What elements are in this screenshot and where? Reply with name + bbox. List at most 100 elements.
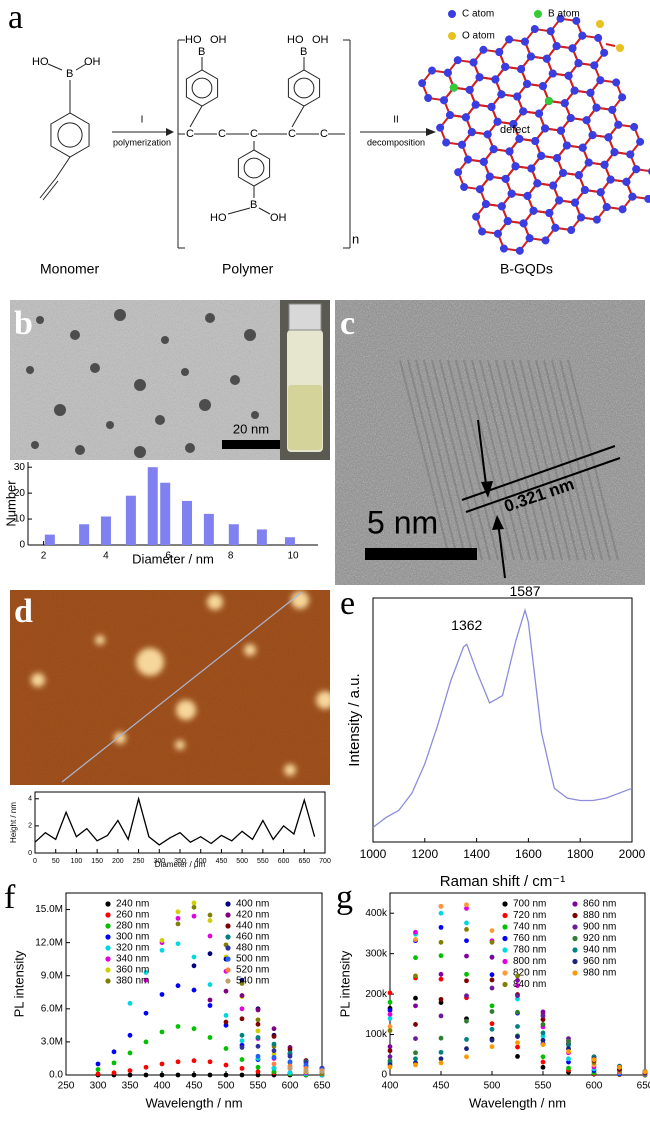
data-point (176, 909, 181, 914)
caption: B-GQDs (500, 261, 553, 277)
data-point (413, 930, 418, 935)
data-point (112, 1060, 117, 1065)
data-point (515, 1040, 520, 1045)
data-point (176, 1024, 181, 1029)
x-tick-label: 2 (41, 551, 47, 562)
step-label: II (393, 115, 399, 126)
data-point (160, 1062, 165, 1067)
data-point (272, 1062, 277, 1067)
x-tick-label: 450 (186, 1081, 203, 1092)
particle (75, 445, 85, 455)
data-point (413, 1036, 418, 1041)
page: B-GQDs figure {"panel_labels": ["a", "b"… (0, 0, 650, 1119)
data-point (515, 993, 520, 998)
particle (70, 330, 80, 340)
particle (230, 375, 240, 385)
particle (54, 404, 66, 416)
data-point (288, 1070, 293, 1075)
atom (459, 182, 469, 192)
data-point (240, 1016, 245, 1021)
afm-particle (316, 691, 334, 709)
legend-label: 900 nm (583, 922, 616, 933)
graphene-lattice: defect (414, 3, 650, 266)
data-point (256, 1044, 261, 1049)
x-tick-label: 10 (287, 551, 299, 562)
panel-label: a (8, 0, 23, 36)
o-atom (596, 20, 604, 28)
legend-marker (502, 959, 507, 964)
chem-label: n (352, 231, 359, 246)
bar (285, 537, 295, 545)
data-point (388, 990, 393, 995)
data-point (224, 1020, 229, 1025)
y-axis-title: Number (3, 480, 18, 527)
data-point (541, 1065, 546, 1070)
atom (593, 33, 603, 43)
data-point (112, 1049, 117, 1054)
panel-label: g (336, 879, 353, 916)
particle (244, 329, 256, 341)
particle (161, 336, 169, 344)
bond (228, 208, 250, 214)
data-point (490, 978, 495, 983)
data-point (240, 1073, 245, 1078)
data-point (464, 902, 469, 907)
panel-label: c (340, 305, 355, 342)
x-tick-label: 8 (228, 551, 234, 562)
data-point (413, 955, 418, 960)
x-tick-label: 50 (52, 858, 60, 865)
bond (48, 64, 62, 70)
data-point (192, 901, 197, 906)
particle (205, 313, 215, 323)
y-tick-label: 200k (365, 989, 388, 1000)
data-point (192, 963, 197, 968)
chem-label: C (250, 128, 258, 140)
afm-particle (207, 594, 223, 610)
atom (423, 93, 433, 103)
data-point (256, 1022, 261, 1027)
legend-label: 920 nm (583, 933, 616, 944)
data-point (490, 940, 495, 945)
data-point (256, 1017, 261, 1022)
x-tick-label: 250 (133, 858, 145, 865)
y-tick-label: 9.0M (41, 970, 63, 981)
x-tick-label: 1800 (567, 847, 594, 861)
bond (606, 44, 615, 46)
data-point (272, 1055, 277, 1060)
legend-marker (105, 923, 110, 928)
bar (45, 535, 55, 545)
x-axis-title: Wavelength / nm (145, 1095, 242, 1110)
data-point (439, 972, 444, 977)
x-tick-label: 200 (112, 858, 124, 865)
lattice-group (414, 3, 650, 266)
data-point (192, 955, 197, 960)
x-axis-title: Diameter / μm (155, 860, 206, 869)
data-point (515, 974, 520, 979)
vial-cap (289, 304, 321, 330)
atom (499, 243, 509, 253)
data-point (224, 989, 229, 994)
data-point (224, 1046, 229, 1051)
data-point (464, 954, 469, 959)
y-tick-label: 100k (365, 1029, 388, 1040)
data-point (464, 1046, 469, 1051)
data-point (256, 1028, 261, 1033)
data-point (256, 1065, 261, 1070)
data-point (541, 1054, 546, 1059)
afm-particle (175, 740, 185, 750)
afm-particle (284, 764, 296, 776)
data-point (144, 1011, 149, 1016)
legend-label: 500 nm (236, 954, 269, 965)
bond (292, 106, 304, 127)
data-point (160, 1073, 165, 1078)
legend-marker (502, 947, 507, 952)
data-point (413, 1022, 418, 1027)
scale-bar (365, 548, 477, 560)
legend-label: 520 nm (236, 965, 269, 976)
afm-particle (31, 673, 45, 687)
particle (114, 309, 126, 321)
data-point (490, 1021, 495, 1026)
step-label: decomposition (367, 137, 425, 147)
data-point (208, 934, 213, 939)
legend-marker (572, 959, 577, 964)
